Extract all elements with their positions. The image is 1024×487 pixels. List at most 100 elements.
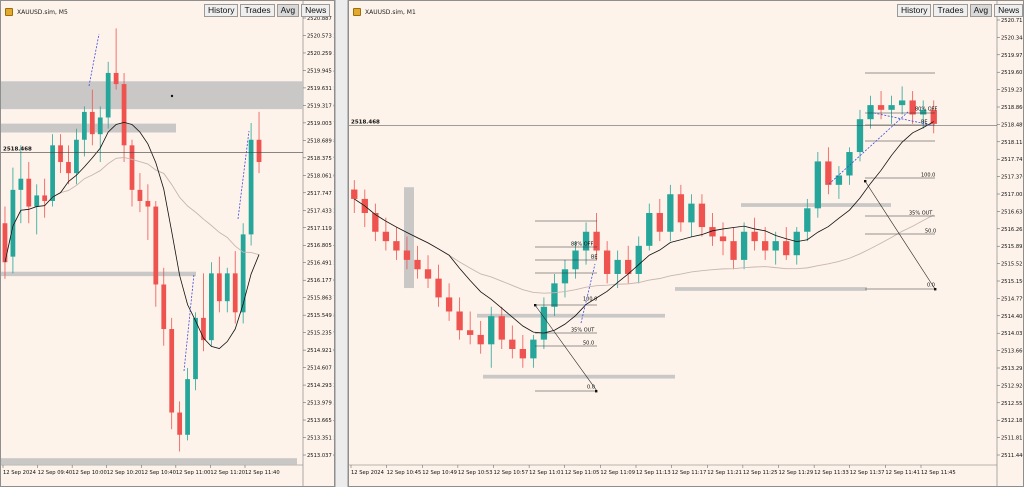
candle-body[interactable] [456,311,463,331]
supply-demand-zone[interactable] [1,271,196,277]
candle-body[interactable] [34,195,40,207]
fib-anchor-line[interactable] [864,180,936,290]
candle-body[interactable] [145,200,151,207]
supply-demand-zone[interactable] [477,313,665,318]
candle-body[interactable] [445,297,453,312]
candle-body[interactable] [909,100,916,115]
candle-body[interactable] [209,273,214,341]
candle-body[interactable] [730,241,737,260]
candle-body[interactable] [709,227,716,237]
candle-body[interactable] [201,317,206,341]
candle-body[interactable] [351,189,358,199]
candle-body[interactable] [898,100,906,106]
candle-body[interactable] [256,139,262,163]
candle-body[interactable] [424,269,432,279]
candle-body[interactable] [10,189,16,257]
candle-body[interactable] [105,72,111,118]
supply-demand-zone[interactable] [1,123,176,133]
candle-body[interactable] [224,273,230,302]
candle-body[interactable] [772,241,779,251]
candle-body[interactable] [185,379,190,435]
candle-body[interactable] [740,231,748,260]
candle-body[interactable] [113,72,119,85]
history-button[interactable]: History [204,4,239,17]
candle-body[interactable] [698,203,706,228]
candle-body[interactable] [240,234,246,313]
candle-body[interactable] [888,105,895,110]
chart-window-m5[interactable]: 2518.468 2520.887 2520.573 24 2520.259 35 25… [0,0,335,487]
trades-button[interactable]: Trades [933,4,968,17]
candle-body[interactable] [50,145,55,201]
candle-body[interactable] [762,241,769,251]
candle-body[interactable] [646,212,653,246]
candle-body[interactable] [393,241,400,251]
supply-demand-zone[interactable] [1,458,297,465]
candle-body[interactable] [66,162,71,174]
candle-body[interactable] [18,178,24,190]
candle-body[interactable] [846,152,853,176]
chart-canvas-m1[interactable]: 2518.468 2520.715 2520.344 2519.973 2519.602… [349,1,1024,487]
candle-body[interactable] [121,84,127,146]
fib-anchor-handle[interactable] [934,288,937,291]
candle-body[interactable] [129,145,135,190]
history-button[interactable]: History [897,4,932,17]
candle-body[interactable] [58,145,63,163]
candle-body[interactable] [677,194,685,223]
candle-body[interactable] [372,212,379,232]
candle-body[interactable] [519,349,526,359]
candle-body[interactable] [26,178,32,207]
candle-body[interactable] [930,109,937,124]
candle-body[interactable] [635,245,642,274]
candle-body[interactable] [667,194,674,232]
candle-body[interactable] [2,223,8,263]
candle-body[interactable] [248,139,254,235]
candle-body[interactable] [551,283,558,307]
candle-body[interactable] [74,139,79,174]
candle-body[interactable] [719,236,727,242]
candle-body[interactable] [467,330,474,335]
candle-body[interactable] [793,231,800,256]
candle-body[interactable] [137,189,143,201]
supply-demand-zone[interactable] [1,81,303,110]
window-divider[interactable] [335,0,348,487]
candle-body[interactable] [509,339,516,350]
candle-body[interactable] [153,206,159,285]
candle-body[interactable] [97,117,103,135]
candle-body[interactable] [232,273,238,313]
candle-body[interactable] [42,195,48,201]
candle-body[interactable] [920,109,927,115]
fib-anchor-handle[interactable] [534,304,537,307]
chart-canvas-m5[interactable]: 2518.468 2520.887 2520.573 24 2520.259 35 25… [1,1,335,487]
candle-body[interactable] [81,111,87,140]
candle-body[interactable] [89,111,95,135]
candle-body[interactable] [477,334,484,345]
candle-body[interactable] [835,175,843,185]
candle-body[interactable] [593,231,600,251]
news-button[interactable]: News [301,4,331,17]
candle-body[interactable] [216,273,222,302]
candle-body[interactable] [814,161,821,209]
candle-body[interactable] [582,231,590,251]
candle-body[interactable] [169,329,175,413]
candle-body[interactable] [614,259,621,274]
candle-body[interactable] [193,317,198,380]
candle-body[interactable] [625,259,632,274]
fib-anchor-handle[interactable] [595,390,598,393]
candle-body[interactable] [603,250,611,274]
supply-demand-zone[interactable] [675,287,867,291]
candle-body[interactable] [414,259,421,270]
candle-body[interactable] [877,105,885,110]
candle-body[interactable] [403,250,411,260]
candle-body[interactable] [856,119,864,153]
chart-window-m1[interactable]: 2518.468 2520.715 2520.344 2519.973 2519.602… [348,0,1024,487]
candle-body[interactable] [488,316,495,345]
candle-body[interactable] [867,105,874,120]
candle-body[interactable] [656,212,663,232]
avg-button[interactable]: Avg [276,4,300,17]
candle-body[interactable] [688,203,695,223]
candle-body[interactable] [177,412,183,435]
fib-anchor-handle[interactable] [864,180,867,183]
candle-body[interactable] [498,316,505,340]
trades-button[interactable]: Trades [240,4,275,17]
candle-body[interactable] [804,208,811,232]
